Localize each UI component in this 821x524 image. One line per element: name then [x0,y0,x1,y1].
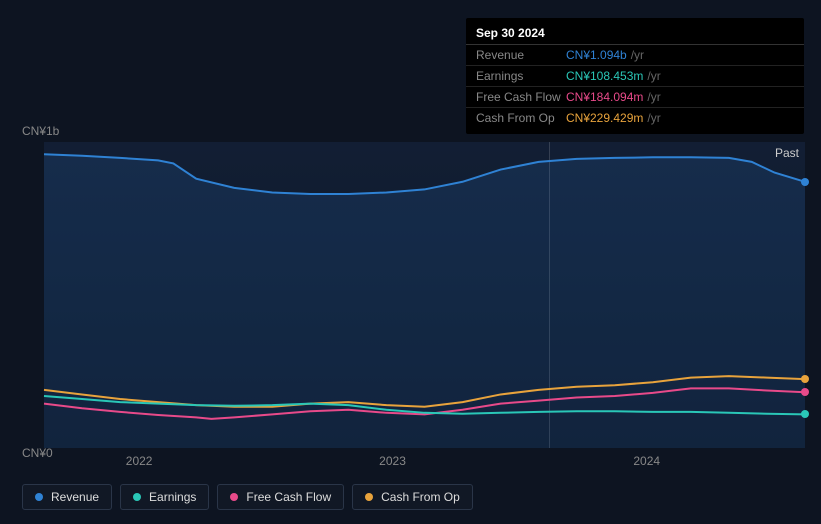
tooltip-date: Sep 30 2024 [466,24,804,45]
legend-item-cash-from-op[interactable]: Cash From Op [352,484,473,510]
plot-region[interactable]: Past [44,142,805,448]
legend-label: Free Cash Flow [246,490,331,504]
legend-dot-icon [365,493,373,501]
legend-item-free-cash-flow[interactable]: Free Cash Flow [217,484,344,510]
x-axis: 2022 2023 2024 [44,454,805,470]
tooltip-metric-unit: /yr [647,90,660,104]
tooltip-metric-unit: /yr [647,111,660,125]
x-tick: 2022 [126,454,153,468]
tooltip-metric-label: Revenue [476,48,566,62]
legend-dot-icon [133,493,141,501]
legend-dot-icon [230,493,238,501]
tooltip-metric-value: CN¥1.094b [566,48,627,62]
legend-item-earnings[interactable]: Earnings [120,484,209,510]
legend-label: Earnings [149,490,196,504]
legend: Revenue Earnings Free Cash Flow Cash From O… [22,484,473,510]
legend-item-revenue[interactable]: Revenue [22,484,112,510]
legend-label: Cash From Op [381,490,460,504]
endpoint-free-cash-flow [801,388,809,396]
tooltip-metric-value: CN¥108.453m [566,69,643,83]
tooltip-metric-value: CN¥229.429m [566,111,643,125]
tooltip-metric-label: Earnings [476,69,566,83]
chart-tooltip: Sep 30 2024 RevenueCN¥1.094b/yrEarningsC… [466,18,804,134]
endpoint-cash-from-op [801,375,809,383]
tooltip-row: RevenueCN¥1.094b/yr [466,45,804,66]
tooltip-metric-value: CN¥184.094m [566,90,643,104]
endpoint-earnings [801,410,809,418]
tooltip-metric-unit: /yr [647,69,660,83]
chart-svg [44,142,805,448]
x-tick: 2024 [633,454,660,468]
tooltip-rows: RevenueCN¥1.094b/yrEarningsCN¥108.453m/y… [466,45,804,128]
tooltip-metric-label: Cash From Op [476,111,566,125]
y-axis-label-top: CN¥1b [22,124,59,138]
chart-area: CN¥1b CN¥0 Past 202220232024 [16,124,805,480]
legend-dot-icon [35,493,43,501]
legend-label: Revenue [51,490,99,504]
tooltip-metric-label: Free Cash Flow [476,90,566,104]
x-tick: 2023 [379,454,406,468]
tooltip-row: Free Cash FlowCN¥184.094m/yr [466,87,804,108]
tooltip-row: EarningsCN¥108.453m/yr [466,66,804,87]
endpoint-revenue [801,178,809,186]
tooltip-metric-unit: /yr [631,48,644,62]
